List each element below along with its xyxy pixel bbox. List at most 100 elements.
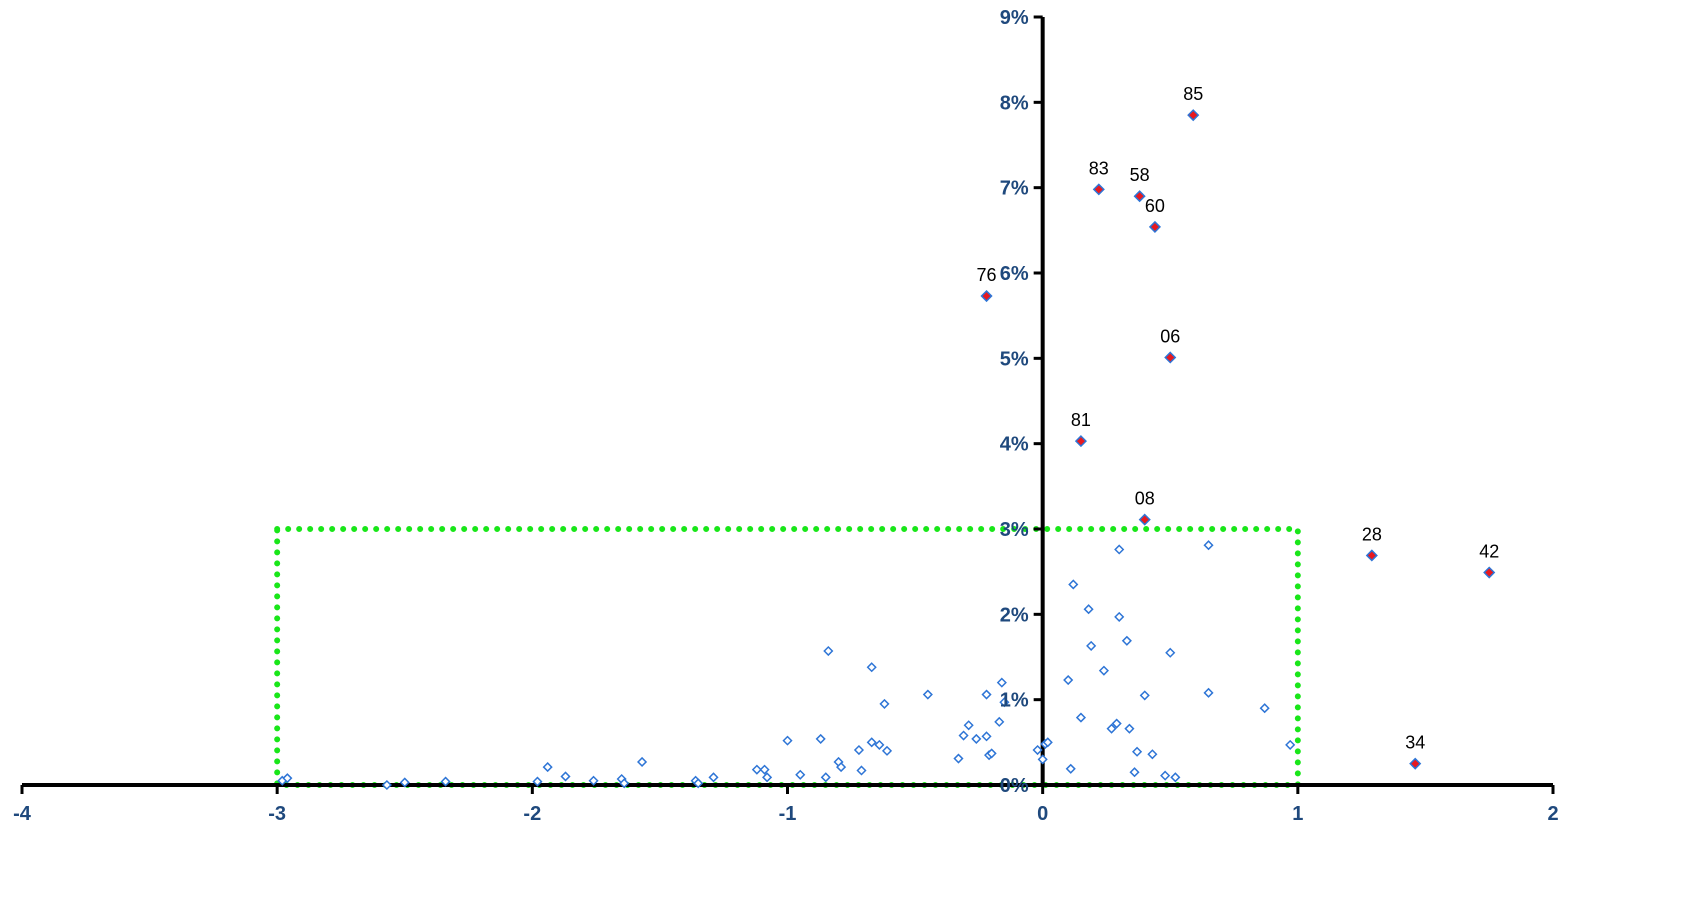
data-point (399, 777, 410, 788)
data-label: 34 (1405, 733, 1425, 753)
data-point (1063, 674, 1074, 686)
data-point (636, 756, 648, 768)
data-point (866, 662, 877, 673)
data-point (560, 771, 571, 782)
data-point (1042, 737, 1053, 748)
data-point (853, 744, 865, 756)
data-point (1203, 687, 1214, 698)
data-point (971, 733, 982, 744)
data-point (381, 779, 392, 791)
data-point (1083, 604, 1094, 615)
data-point (881, 745, 893, 756)
labels: -4 -3 -2 -1 0 1 2 0% 1% 2% 3% 4% 5% 6% 7% 8% 9% 76 81 83 58 0… (13, 7, 1558, 825)
y-tick-label: 0% (1000, 775, 1029, 797)
data-point (1129, 767, 1140, 778)
data-point (762, 772, 773, 783)
highlighted-data-point (1148, 220, 1162, 233)
data-point (532, 776, 543, 787)
data-label: 08 (1135, 489, 1155, 509)
y-tick-label: 4% (1000, 434, 1029, 456)
data-point (981, 689, 992, 700)
data-point (693, 778, 704, 789)
highlighted-data-point (1092, 183, 1105, 196)
data-point (1065, 763, 1076, 774)
data-point (874, 739, 885, 750)
data-label: 42 (1479, 542, 1499, 562)
data-point (1165, 647, 1176, 658)
highlighted-data-point (1187, 109, 1200, 122)
data-point (440, 776, 451, 787)
y-tick-label: 1% (1000, 690, 1029, 712)
highlighted-data-point (1138, 513, 1151, 526)
data-point (1203, 540, 1214, 551)
data-point (1114, 611, 1125, 622)
data-point (588, 775, 599, 786)
x-tick-label: -4 (13, 803, 32, 825)
data-point (1086, 640, 1097, 651)
data-point (1170, 772, 1181, 783)
x-tick-label: -2 (523, 803, 541, 825)
y-tick-label: 9% (1000, 7, 1029, 29)
data-point (1098, 665, 1109, 676)
data-point (996, 677, 1007, 688)
x-tick-label: 2 (1547, 803, 1558, 825)
data-point (542, 762, 553, 773)
highlighted-data-point (1409, 757, 1422, 770)
data-point (1037, 754, 1048, 765)
data-point (999, 697, 1010, 708)
y-tick-label: 6% (1000, 263, 1029, 285)
data-point (1124, 723, 1135, 734)
highlighted-data-point (1365, 549, 1378, 562)
data-point (958, 730, 969, 741)
data-point (963, 720, 974, 731)
data-point (1114, 544, 1125, 555)
data-point (1160, 770, 1171, 781)
data-point (1259, 703, 1270, 714)
data-point (1106, 723, 1117, 734)
y-tick-label: 2% (1000, 604, 1029, 626)
data-point (866, 737, 877, 748)
data-label: 85 (1183, 84, 1203, 104)
data-point (986, 748, 997, 759)
data-point (1121, 635, 1132, 646)
data-point (619, 778, 630, 789)
highlight-region (274, 526, 1301, 788)
data-point (708, 772, 719, 783)
data-point (782, 735, 793, 746)
data-point (1132, 746, 1143, 757)
data-points (277, 109, 1496, 791)
data-point (1139, 690, 1150, 701)
data-point (759, 764, 770, 775)
y-tick-label: 5% (1000, 348, 1029, 370)
highlighted-data-point (1164, 351, 1177, 364)
data-point (795, 769, 806, 780)
data-point (1285, 739, 1296, 750)
data-label: 60 (1145, 196, 1165, 216)
data-label: 83 (1089, 158, 1109, 178)
data-label: 06 (1160, 326, 1180, 346)
data-point (994, 716, 1005, 727)
x-tick-label: 1 (1292, 803, 1303, 825)
data-point (815, 733, 826, 744)
x-tick-label: 0 (1037, 803, 1048, 825)
highlighted-data-point (1133, 190, 1146, 203)
data-label: 28 (1362, 524, 1382, 544)
highlighted-data-point (1074, 435, 1088, 448)
data-label: 81 (1071, 410, 1091, 430)
data-point (1032, 744, 1043, 756)
data-label: 58 (1130, 165, 1150, 185)
data-point (1147, 749, 1158, 760)
y-tick-label: 8% (1000, 92, 1029, 114)
y-tick-label: 3% (1000, 519, 1029, 541)
data-point (1068, 579, 1079, 590)
data-point (836, 762, 847, 773)
axes (20, 15, 1555, 794)
data-point (1075, 712, 1087, 723)
data-point (879, 698, 890, 709)
data-point (1111, 718, 1122, 729)
data-point (751, 764, 762, 775)
data-point (953, 753, 964, 764)
y-tick-label: 7% (1000, 178, 1029, 200)
x-tick-label: -1 (779, 803, 797, 825)
